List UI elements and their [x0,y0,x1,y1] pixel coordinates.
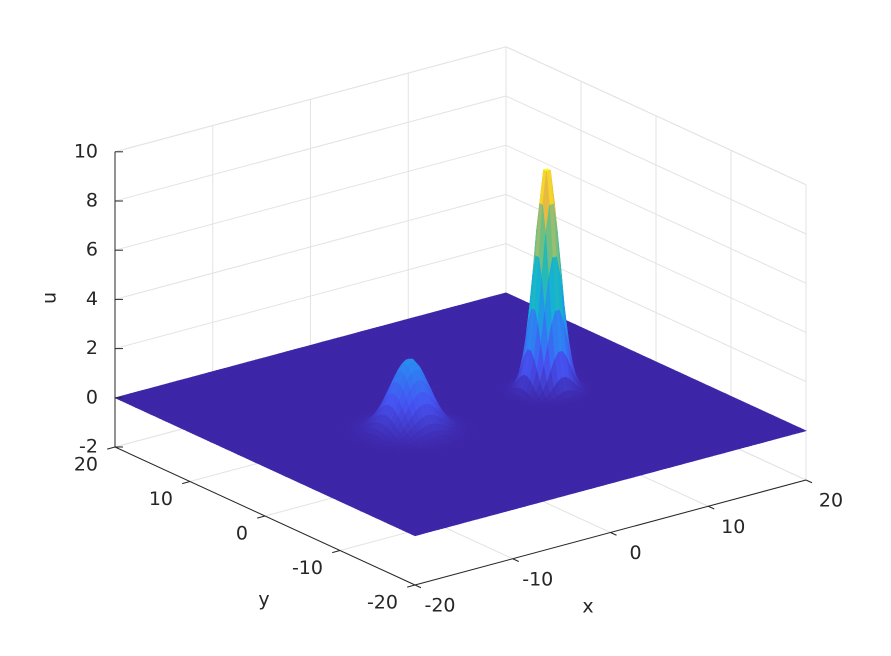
box-edge [505,46,807,186]
grid-line [505,144,807,284]
grid-line [505,95,807,235]
grid-line [114,95,507,202]
box-edge [114,46,507,153]
grid-line [114,243,507,350]
grid-line [114,193,507,300]
surface [114,168,807,537]
grid-line [114,144,507,251]
